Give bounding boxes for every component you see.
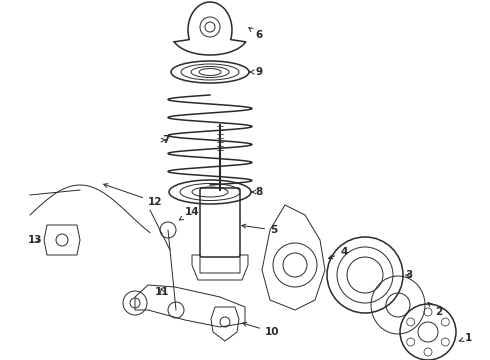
Text: 14: 14 xyxy=(179,207,199,220)
Text: 11: 11 xyxy=(155,287,170,297)
Text: 12: 12 xyxy=(104,184,163,207)
Text: 6: 6 xyxy=(249,28,262,40)
Text: 8: 8 xyxy=(252,187,262,197)
Text: 3: 3 xyxy=(405,270,412,280)
Text: 7: 7 xyxy=(161,135,170,145)
Text: 10: 10 xyxy=(243,322,279,337)
Text: 2: 2 xyxy=(428,302,442,317)
Text: 1: 1 xyxy=(459,333,472,343)
Text: 9: 9 xyxy=(249,67,262,77)
Text: 13: 13 xyxy=(28,235,43,245)
Text: 4: 4 xyxy=(329,247,347,259)
Text: 5: 5 xyxy=(242,224,277,235)
